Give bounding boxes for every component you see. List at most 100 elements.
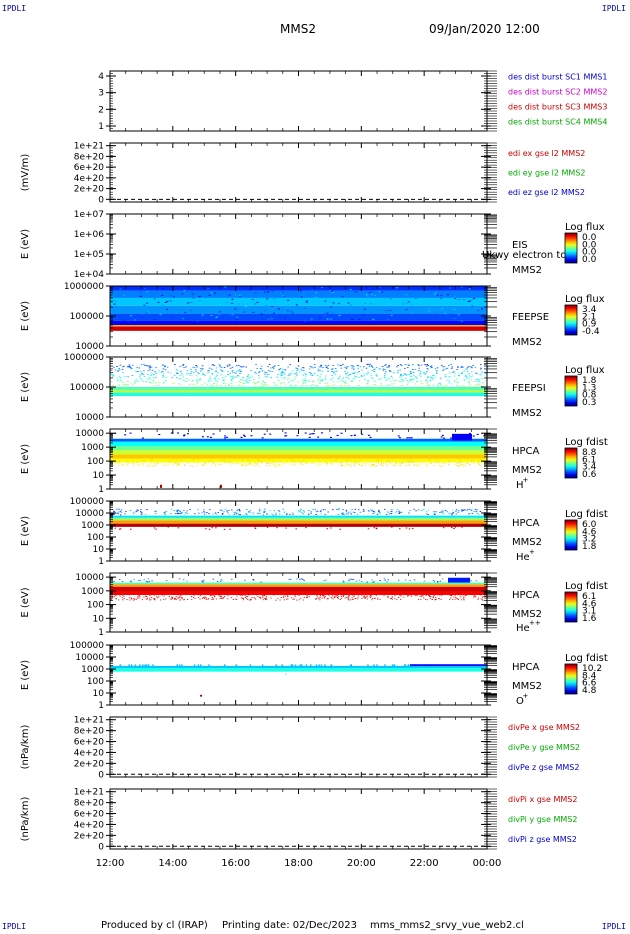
spectrogram-cell bbox=[188, 287, 191, 290]
spectrogram-cell bbox=[214, 595, 216, 597]
spectrogram-cell bbox=[371, 370, 374, 371]
spectrogram-cell bbox=[188, 317, 191, 319]
spectrogram-cell bbox=[451, 595, 453, 597]
y-tick-label: 0 bbox=[98, 842, 104, 852]
spectrogram-cell bbox=[300, 368, 303, 370]
spectrogram-cell bbox=[367, 363, 369, 365]
spectrogram-cell bbox=[158, 596, 160, 598]
spectrogram-cell bbox=[454, 372, 456, 374]
spectrogram-cell bbox=[251, 463, 253, 465]
spectrogram-cell bbox=[255, 461, 257, 463]
spectrogram-cell bbox=[401, 381, 404, 383]
spectrogram-cell bbox=[444, 374, 447, 376]
spectrogram-cell bbox=[112, 374, 114, 376]
colorbar-tick-label: 1.8 bbox=[582, 376, 597, 386]
spectrogram-cell bbox=[260, 365, 263, 367]
instrument-spacecraft: MMS2 bbox=[512, 337, 542, 348]
spectrogram-cell bbox=[253, 597, 255, 598]
spectrogram-cell bbox=[190, 301, 193, 303]
spectrogram-cell bbox=[228, 514, 231, 516]
spectrogram-cell bbox=[324, 378, 326, 380]
spectrogram-cell bbox=[236, 598, 238, 600]
spectrogram-cell bbox=[264, 595, 266, 597]
spectrogram-cell bbox=[452, 511, 455, 513]
spectrogram-cell bbox=[168, 595, 171, 597]
spectrogram-cell bbox=[409, 370, 412, 372]
spectrogram-cell bbox=[143, 376, 146, 377]
spectrogram-cell bbox=[247, 382, 249, 384]
spectrogram-cell bbox=[180, 595, 182, 597]
spectrogram-cell bbox=[361, 594, 363, 596]
spectrogram-cell bbox=[443, 461, 445, 462]
spectrogram-cell bbox=[236, 595, 238, 597]
spectrogram-cell bbox=[262, 599, 264, 601]
spectrogram-cell bbox=[308, 510, 310, 512]
spectrogram-cell bbox=[212, 513, 214, 515]
spectrogram-cell bbox=[271, 307, 274, 309]
spectrogram-cell bbox=[272, 367, 275, 369]
spectrogram-cell bbox=[241, 597, 243, 599]
spectrogram-cell bbox=[240, 594, 242, 596]
spectrogram-cell bbox=[319, 461, 321, 462]
spectrogram-cell bbox=[344, 380, 347, 382]
spectrogram-cell bbox=[202, 511, 205, 513]
spectrogram-cell bbox=[400, 365, 403, 366]
spectrogram-cell bbox=[400, 460, 402, 462]
spacecraft-title: MMS2 bbox=[280, 22, 316, 36]
spectrogram-cell bbox=[164, 379, 167, 381]
spectrogram-cell bbox=[286, 378, 289, 380]
spectrogram-cell bbox=[310, 664, 312, 666]
spectrogram-cell bbox=[248, 380, 251, 381]
colorbar-tick-label: 1.6 bbox=[582, 614, 597, 624]
spectrogram-cell bbox=[194, 513, 196, 515]
colorbar bbox=[564, 663, 578, 695]
spectrogram-cell bbox=[467, 287, 470, 289]
spectrogram-cell bbox=[389, 460, 391, 462]
spectrogram-cell bbox=[396, 287, 399, 289]
spectrogram-cell bbox=[442, 511, 444, 513]
spectrogram-cell bbox=[398, 510, 400, 512]
spectrogram-cell bbox=[317, 370, 320, 372]
spectrogram-cell bbox=[329, 436, 332, 439]
spectrogram-cell bbox=[404, 364, 407, 366]
spectrogram-cell bbox=[225, 301, 228, 303]
spectrogram-cell bbox=[421, 461, 423, 463]
colorbar-title: Log flux bbox=[565, 222, 605, 233]
spectrogram-cell bbox=[355, 598, 357, 599]
spectrogram-cell bbox=[188, 384, 191, 385]
spectrogram-cell bbox=[358, 594, 360, 596]
spectrogram-cell bbox=[235, 370, 238, 372]
spectrogram-cell bbox=[375, 528, 378, 530]
spectrogram-cell bbox=[166, 308, 169, 310]
spectrogram-cell bbox=[133, 381, 136, 383]
spectrogram-cell bbox=[227, 512, 229, 514]
spectrogram-cell bbox=[359, 465, 361, 467]
spectrogram-cell bbox=[170, 432, 173, 434]
spectrogram-cell bbox=[272, 462, 274, 464]
spectrogram-cell bbox=[256, 301, 259, 303]
spectrogram-cell bbox=[408, 512, 410, 514]
spectrogram-cell bbox=[376, 459, 378, 461]
spectrogram-cell bbox=[351, 594, 353, 596]
spectrogram-cell bbox=[432, 579, 435, 581]
spectrogram-cell bbox=[214, 512, 217, 514]
spectrogram-cell bbox=[357, 367, 359, 369]
spectrogram-cell bbox=[385, 308, 388, 310]
spectrogram-cell bbox=[372, 511, 375, 512]
spectrogram-cell bbox=[198, 295, 201, 297]
spectrogram-cell bbox=[473, 381, 475, 382]
spectrogram-cell bbox=[287, 596, 289, 598]
y-tick-label: 10000 bbox=[75, 342, 104, 352]
spectrogram-cell bbox=[118, 508, 120, 510]
spectrogram-cell bbox=[245, 512, 247, 514]
spectrogram-cell bbox=[470, 510, 473, 511]
spectrogram-cell bbox=[381, 365, 384, 367]
spectrogram-cell bbox=[370, 465, 372, 467]
spectrogram-cell bbox=[122, 599, 124, 601]
spectrogram-cell bbox=[275, 599, 277, 601]
spectrogram-cell bbox=[176, 510, 178, 512]
spectrogram-cell bbox=[219, 596, 221, 597]
spectrogram-cell bbox=[448, 372, 451, 374]
spectrogram-cell bbox=[334, 596, 336, 598]
